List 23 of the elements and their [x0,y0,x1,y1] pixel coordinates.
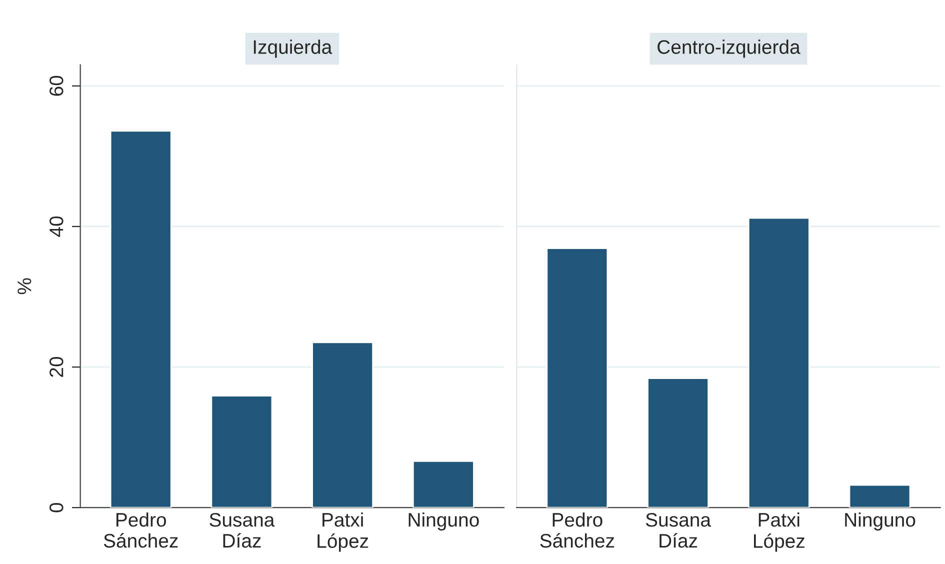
bar [110,130,172,508]
x-tick-label: Patxi López [754,512,804,552]
x-tick-label: Patxi López [318,512,368,552]
x-tick-label: Susana Díaz [646,512,712,548]
x-tick-label: Ninguno [408,512,479,531]
y-tick-label: 60 [50,76,64,96]
bar [748,217,810,508]
bar [412,460,474,508]
chart-title: Centro-izquierda [658,40,800,58]
x-tick-label: Pedro Sánchez [104,512,178,548]
x-tick-label: Susana Díaz [210,512,275,548]
y-tick-label: 40 [50,216,64,237]
x-tick-label: Pedro Sánchez [540,512,614,548]
bar [210,395,273,508]
bar [647,378,709,508]
x-tick-label: Ninguno [845,512,916,531]
bar [546,248,608,508]
y-axis-title: % [18,278,32,294]
y-tick-label: 20 [50,356,64,377]
bar [312,342,374,508]
y-tick-label: 0 [50,502,64,512]
bar [848,484,911,508]
chart-title: Izquierda [254,40,332,58]
